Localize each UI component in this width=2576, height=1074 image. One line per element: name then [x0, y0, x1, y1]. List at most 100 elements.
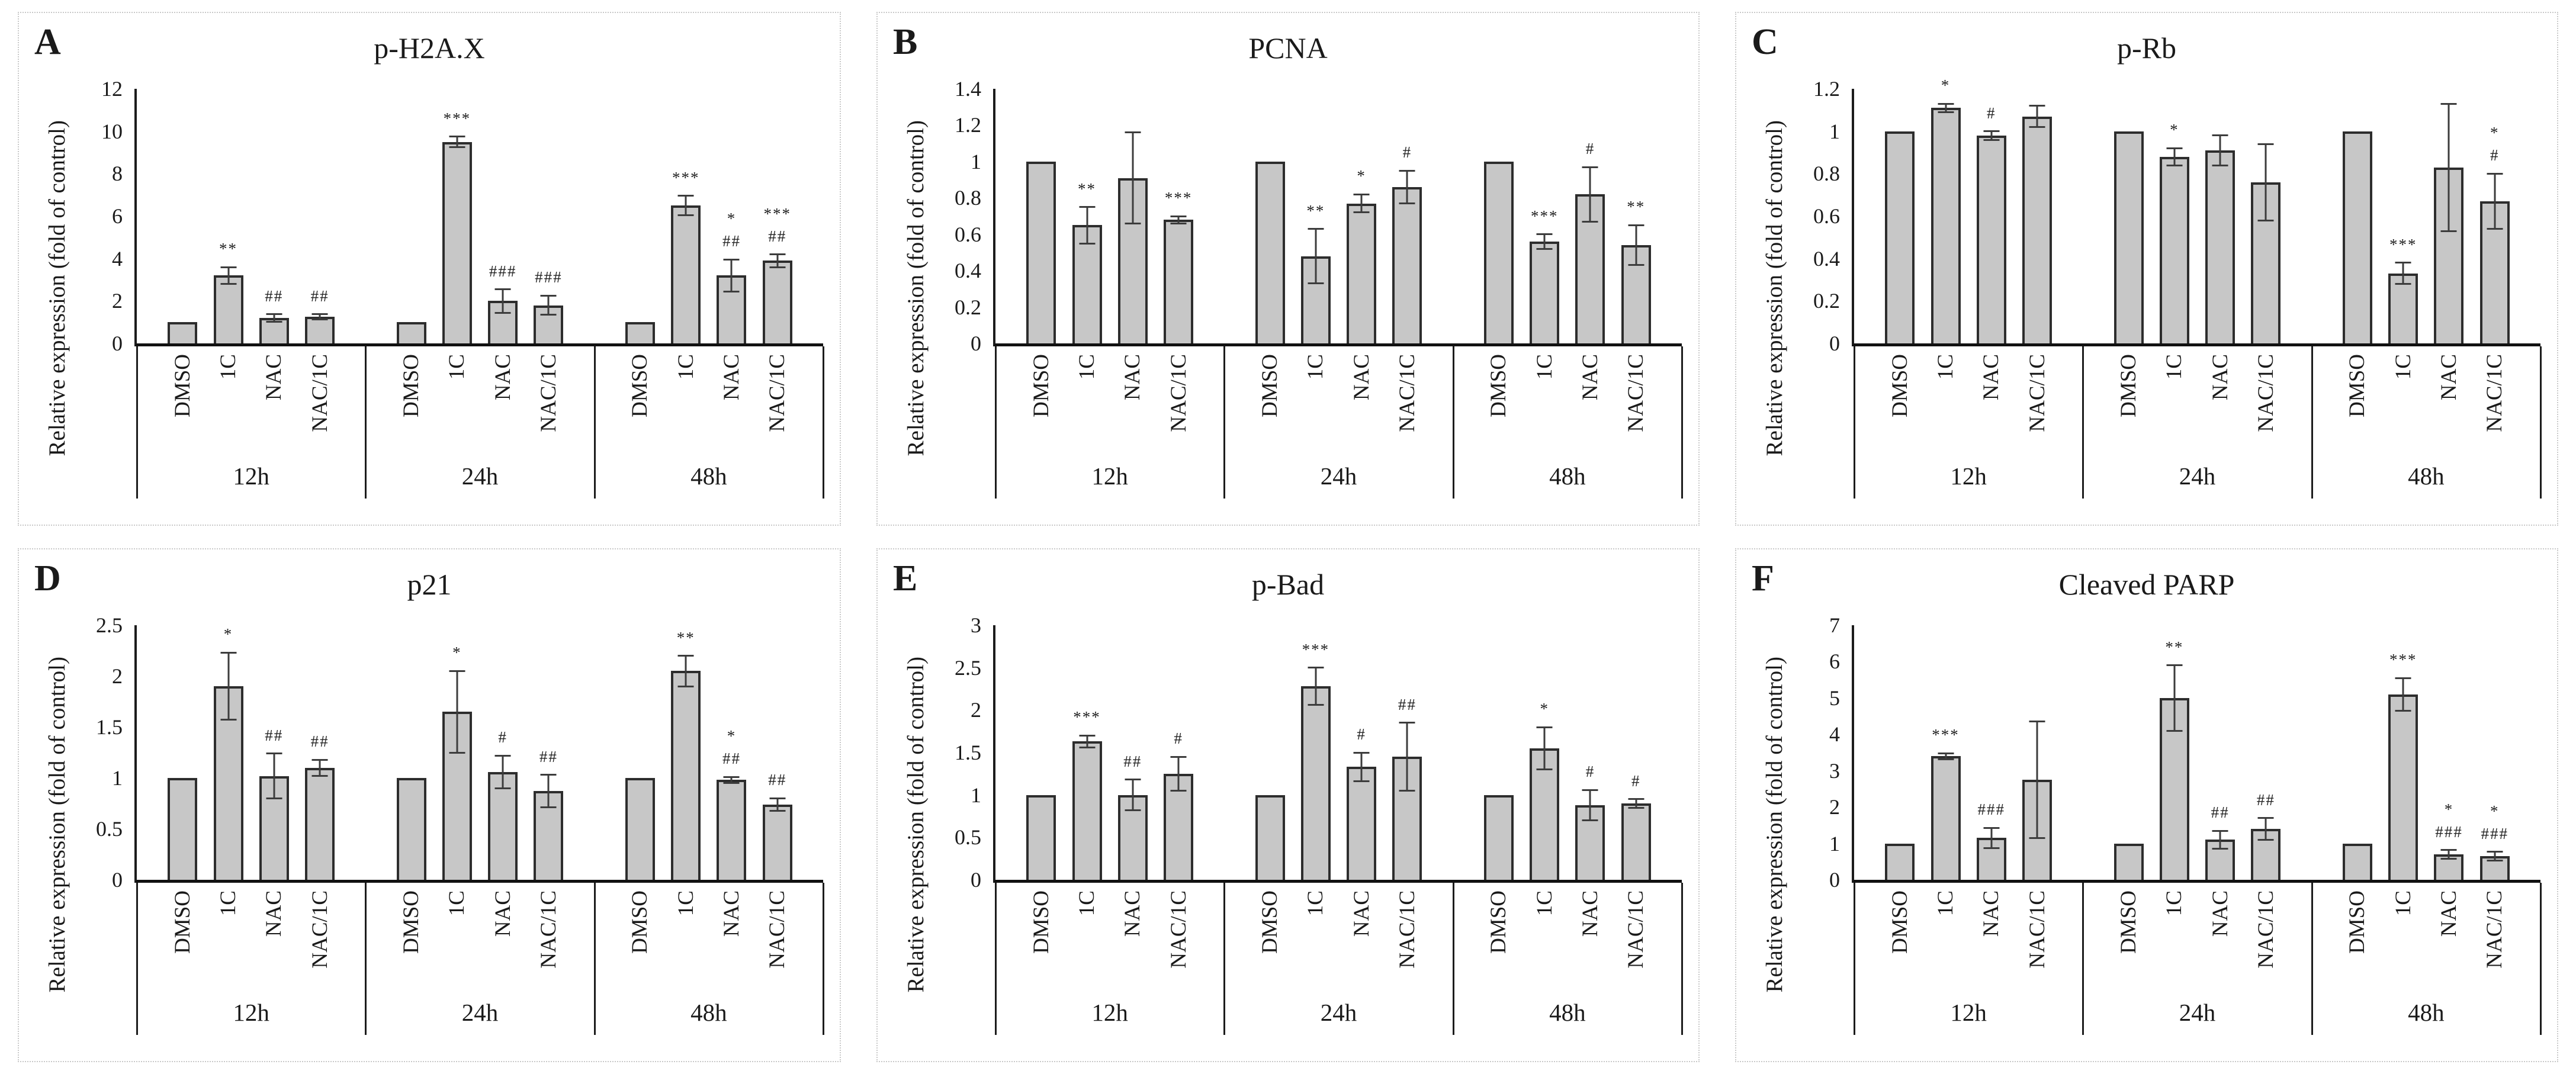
group-separator	[1223, 883, 1226, 1035]
error-bar-cap	[220, 719, 237, 721]
error-bar-cap	[449, 751, 465, 754]
bar-24h-NAC	[1347, 203, 1377, 343]
error-bar-cap	[2440, 849, 2457, 851]
error-bar-cap	[266, 320, 282, 323]
x-category-label-text: NAC/1C	[307, 354, 332, 432]
error-bar-cap	[2029, 105, 2045, 107]
x-category-label: 1C	[1933, 890, 1959, 997]
x-category-label-text: NAC	[719, 890, 744, 937]
x-category-label-text: 1C	[1933, 354, 1958, 380]
error-bar-cap	[1938, 102, 1954, 105]
x-category-label-text: DMSO	[399, 890, 424, 954]
group-separator	[2082, 883, 2084, 1035]
y-axis-label: Relative expression (fold of control)	[1761, 120, 1787, 456]
error-bar	[2447, 104, 2450, 231]
x-category-label-text: NAC	[1349, 354, 1374, 401]
y-tick-label: 0.4	[955, 259, 981, 283]
error-bar	[319, 314, 321, 320]
bar-24h-1C	[442, 142, 472, 343]
error-bar	[1543, 234, 1546, 249]
x-category-label: DMSO	[1887, 890, 1913, 997]
error-bar-cap	[2395, 262, 2411, 264]
x-category-label-text: 1C	[1075, 890, 1100, 917]
x-category-label: NAC/1C	[2482, 890, 2508, 997]
x-category-label: 1C	[1303, 890, 1329, 997]
error-bar	[1990, 828, 1993, 848]
error-bar-cap	[2487, 859, 2503, 861]
x-category-label-text: NAC/1C	[536, 890, 561, 969]
chart-title: p21	[407, 568, 452, 601]
significance-marks: #	[1357, 725, 1366, 743]
x-category-label-text: NAC/1C	[307, 890, 332, 969]
error-bar	[1589, 167, 1591, 222]
y-tick-label: 1.4	[955, 77, 981, 101]
x-category-label-text: DMSO	[170, 354, 195, 417]
x-category-label: DMSO	[399, 890, 425, 997]
time-group-label: 48h	[2408, 462, 2445, 490]
error-bar-cap	[1628, 224, 1644, 226]
y-tick-label: 1.2	[1813, 77, 1840, 101]
error-bar-cap	[2212, 829, 2228, 832]
x-category-label: NAC/1C	[2253, 354, 2279, 461]
bar-12h-1C	[1072, 741, 1102, 880]
error-bar-cap	[311, 319, 328, 321]
x-category-label: DMSO	[1028, 890, 1054, 997]
x-category-label: NAC/1C	[1165, 890, 1191, 997]
x-category-label-text: 1C	[673, 890, 698, 917]
error-bar-cap	[769, 266, 786, 268]
y-tick-label: 0	[1829, 332, 1840, 355]
error-bar	[1589, 790, 1591, 821]
x-category-label: NAC	[490, 890, 516, 997]
x-category-label-text: 1C	[1532, 890, 1557, 917]
bar-12h-NAC/1C	[1164, 220, 1194, 343]
plot-area: 0 0.2 0.4 0.6 0.8 1 1.2 1.4 DMSO ** 1C NAC *** NAC/1C…	[955, 78, 1683, 499]
error-bar-cap	[1536, 726, 1553, 728]
bar-24h-DMSO	[396, 322, 426, 343]
significance-marks: ##	[768, 771, 787, 789]
error-bar-cap	[266, 797, 282, 799]
y-tick-label: 6	[1829, 649, 1840, 674]
x-category-label: NAC/1C	[1394, 890, 1420, 997]
error-bar	[685, 195, 687, 216]
error-bar	[1086, 735, 1088, 748]
error-bar-cap	[2029, 837, 2045, 839]
error-bar-cap	[2029, 721, 2045, 723]
significance-marks: * ###	[2481, 802, 2508, 843]
y-tick-label: 0.8	[1813, 162, 1840, 186]
y-tick-label: 1	[1829, 831, 1840, 856]
error-bar-cap	[2166, 664, 2183, 667]
error-bar-cap	[540, 806, 557, 809]
x-category-label-text: DMSO	[1486, 890, 1511, 954]
error-bar-cap	[311, 313, 328, 316]
bar-12h-NAC/1C	[2022, 116, 2053, 343]
error-bar-cap	[1079, 746, 1096, 748]
error-bar	[227, 652, 230, 720]
error-bar-cap	[220, 266, 237, 268]
y-tick-label: 5	[1829, 686, 1840, 710]
x-category-label: DMSO	[1486, 890, 1512, 997]
y-tick-label: 0.2	[1813, 289, 1840, 313]
error-bar	[227, 267, 230, 284]
error-bar	[1945, 753, 1947, 760]
x-category-label: NAC	[2207, 354, 2233, 461]
x-category-label: NAC/1C	[2253, 890, 2279, 997]
group-separator	[136, 346, 138, 499]
error-bar-cap	[2212, 134, 2228, 137]
error-bar-cap	[266, 753, 282, 755]
error-bar	[1360, 753, 1363, 782]
y-tick-label: 0.6	[1813, 204, 1840, 228]
x-category-label-text: 1C	[673, 354, 698, 380]
error-bar-cap	[1353, 211, 1370, 214]
bar-24h-DMSO	[1255, 795, 1285, 880]
y-axis-label: Relative expression (fold of control)	[44, 120, 70, 456]
error-bar-cap	[1536, 768, 1553, 771]
error-bar	[1990, 131, 1993, 140]
bar-24h-1C	[1300, 686, 1331, 880]
x-category-label-text: NAC	[2208, 354, 2233, 401]
error-bar-cap	[1399, 169, 1415, 172]
x-category-label-text: NAC	[1979, 890, 2004, 937]
x-category-label: NAC/1C	[1623, 890, 1649, 997]
significance-marks: ***	[1932, 726, 1960, 744]
x-category-label-text: NAC	[1120, 354, 1145, 401]
x-category-label-text: NAC/1C	[765, 354, 790, 432]
